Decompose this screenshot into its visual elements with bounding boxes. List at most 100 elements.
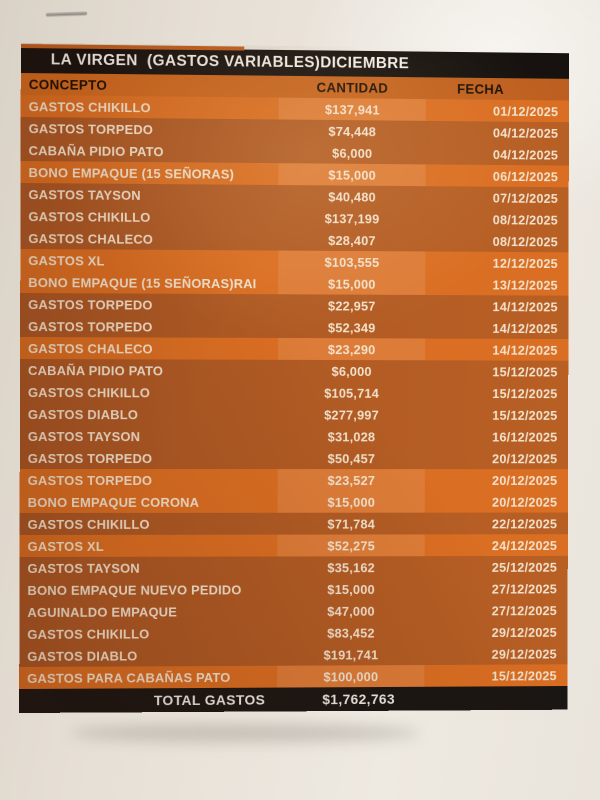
cell-fecha: 15/12/2025 [491,667,557,683]
cell-concepto: GASTOS CHIKILLO [27,626,150,642]
table-row: GASTOS TORPEDO $23,527 20/12/2025 [19,469,569,492]
table-row: BONO EMPAQUE CORONA $15,000 20/12/2025 [19,490,568,514]
table-row: AGUINALDO EMPAQUE $47,000 27/12/2025 [19,599,568,624]
cell-fecha: 06/12/2025 [492,168,559,184]
cell-cantidad: $83,452 [327,625,375,641]
cell-fecha: 12/12/2025 [492,255,558,271]
cell-concepto: BONO EMPAQUE CORONA [27,494,200,510]
cell-concepto: CABAÑA PIDIO PATO [27,362,164,378]
cell-cantidad: $191,741 [323,646,379,663]
cell-cantidad: $100,000 [277,665,425,688]
cell-cantidad: $23,290 [277,337,426,361]
cell-cantidad: $137,199 [324,210,380,226]
table-row: GASTOS DIABLO $277,997 15/12/2025 [19,402,569,426]
cell-concepto: GASTOS CHIKILLO [28,208,151,225]
cell-cantidad: $6,000 [331,363,372,379]
cell-cantidad: $103,555 [278,250,426,274]
cell-concepto: GASTOS TORPEDO [28,120,154,137]
cell-fecha: 20/12/2025 [492,450,558,466]
cell-fecha: 22/12/2025 [491,515,558,531]
cell-fecha: 14/12/2025 [492,320,558,336]
cell-fecha: 08/12/2025 [492,211,559,228]
cell-cantidad: $47,000 [327,603,375,619]
cell-fecha: 04/12/2025 [492,146,559,163]
cell-cantidad: $105,714 [324,385,379,401]
total-label: TOTAL GASTOS [153,691,266,709]
cell-concepto: GASTOS CHALECO [28,340,153,356]
cell-cantidad: $50,457 [327,450,376,466]
cell-fecha: 25/12/2025 [491,559,558,575]
cell-concepto: GASTOS TAYSON [27,428,141,444]
column-header-concepto: CONCEPTO [28,76,108,93]
cell-fecha: 14/12/2025 [492,342,558,358]
cell-cantidad: $15,000 [327,581,375,597]
cell-fecha: 13/12/2025 [492,277,558,293]
cell-fecha: 08/12/2025 [492,233,558,249]
table-row: GASTOS PARA CABAÑAS PATO $100,000 15/12/… [19,664,568,690]
cell-cantidad: $71,784 [327,516,376,532]
cell-fecha: 20/12/2025 [492,472,558,488]
cell-concepto: GASTOS DIABLO [27,406,139,422]
cell-fecha: 20/12/2025 [492,494,558,510]
cell-cantidad: $22,957 [328,297,376,314]
cell-cantidad: $52,349 [327,319,376,335]
column-header-fecha: FECHA [457,81,504,97]
cell-concepto: GASTOS XL [28,252,105,268]
cell-concepto: CABAÑA PIDIO PATO [28,142,164,159]
cell-concepto: GASTOS CHIKILLO [27,384,151,400]
table-body: GASTOS CHIKILLO $137,941 01/12/2025 GAST… [19,95,569,690]
table-row: GASTOS XL $103,555 12/12/2025 [20,249,569,275]
cell-cantidad: $74,448 [328,123,377,139]
cell-fecha: 24/12/2025 [491,537,558,553]
cell-concepto: GASTOS CHALECO [28,230,154,247]
table-row: GASTOS CHALECO $23,290 14/12/2025 [20,337,569,361]
cell-concepto: GASTOS TORPEDO [28,296,153,313]
cell-concepto: GASTOS PARA CABAÑAS PATO [27,669,231,686]
table-row: GASTOS XL $52,275 24/12/2025 [19,534,568,558]
table-row: BONO EMPAQUE NUEVO PEDIDO $15,000 27/12/… [19,577,568,602]
cell-fecha: 15/12/2025 [492,407,558,423]
cell-cantidad: $35,162 [327,559,375,575]
cell-concepto: GASTOS CHIKILLO [27,516,150,532]
total-row: TOTAL GASTOS $1,762,763 [19,686,568,714]
cell-fecha: 14/12/2025 [492,298,558,314]
total-value: $1,762,763 [322,690,395,708]
staple [45,11,88,16]
cell-concepto: BONO EMPAQUE NUEVO PEDIDO [27,581,242,598]
table-title: LA VIRGEN (GASTOS VARIABLES)DICIEMBRE [50,51,410,73]
cell-fecha: 15/12/2025 [492,385,558,401]
cell-cantidad: $15,000 [277,490,425,513]
cell-fecha: 27/12/2025 [491,581,558,597]
cell-concepto: AGUINALDO EMPAQUE [27,603,178,620]
cell-cantidad: $23,527 [277,469,425,491]
table-row: GASTOS TAYSON $31,028 16/12/2025 [19,424,569,448]
cell-fecha: 01/12/2025 [493,103,559,119]
cell-fecha: 04/12/2025 [492,124,559,141]
cell-fecha: 29/12/2025 [491,624,557,640]
table-row: GASTOS TAYSON $35,162 25/12/2025 [19,555,568,580]
cell-concepto: GASTOS XL [27,538,104,554]
cell-concepto: BONO EMPAQUE (15 SEÑORAS)RAI [28,274,257,291]
cell-cantidad: $277,997 [324,407,379,423]
table-row: GASTOS DIABLO $191,741 29/12/2025 [19,642,568,668]
table-row: GASTOS CHIKILLO $83,452 29/12/2025 [19,620,568,646]
cell-concepto: BONO EMPAQUE (15 SEÑORAS) [28,164,235,182]
cell-concepto: GASTOS TAYSON [27,560,140,576]
cell-cantidad: $40,480 [328,188,376,205]
cell-fecha: 07/12/2025 [492,190,559,206]
cell-concepto: GASTOS TORPEDO [28,318,153,335]
cell-cantidad: $15,000 [278,272,426,295]
cell-fecha: 15/12/2025 [492,363,558,379]
cell-concepto: GASTOS TORPEDO [27,472,153,488]
table-row: BONO EMPAQUE (15 SEÑORAS)RAI $15,000 13/… [20,271,569,296]
cell-fecha: 16/12/2025 [492,429,558,445]
cell-fecha: 27/12/2025 [491,602,557,618]
cell-fecha: 29/12/2025 [491,646,557,662]
cell-cantidad: $137,941 [278,97,426,121]
table-row: GASTOS CHIKILLO $105,714 15/12/2025 [19,381,569,405]
cell-concepto: GASTOS TAYSON [28,186,141,203]
cell-cantidad: $6,000 [332,145,373,161]
expenses-table: LA VIRGEN (GASTOS VARIABLES)DICIEMBRE CO… [19,43,570,714]
table-row: GASTOS CHIKILLO $71,784 22/12/2025 [19,512,568,536]
